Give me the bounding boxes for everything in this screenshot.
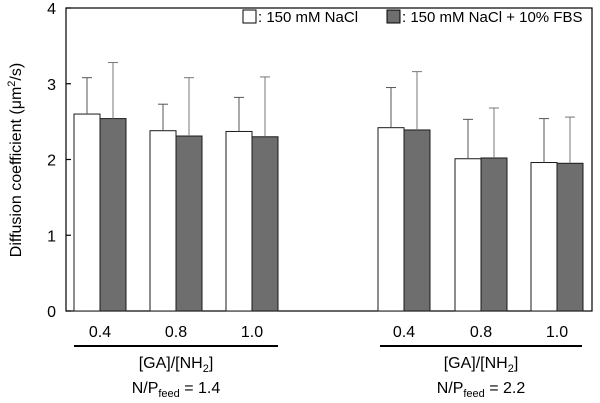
group-axis-label-tail: ] — [514, 355, 518, 372]
group-axis-label-main: [GA]/[NH — [139, 355, 203, 372]
bar-nacl — [377, 127, 405, 312]
legend-swatch-nacl — [242, 9, 257, 24]
legend: : 150 mM NaCl : 150 mM NaCl + 10% FBS — [242, 9, 582, 26]
legend-label-nacl: : 150 mM NaCl — [258, 9, 358, 26]
bar-nacl-fbs — [556, 162, 584, 312]
group-axis-label-tail: ] — [209, 355, 213, 372]
bar-nacl — [530, 162, 558, 312]
x-tick-label: 1.0 — [241, 324, 263, 341]
group-feed-label-tail: = 2.2 — [485, 380, 526, 397]
group-feed-label: N/Pfeed = 1.4 — [132, 380, 221, 400]
group-axis-label-sub: 2 — [508, 363, 514, 375]
plot-frame — [65, 7, 593, 312]
x-tick-label: 0.4 — [393, 324, 415, 341]
bar-nacl — [225, 130, 253, 312]
x-tick-label: 0.4 — [89, 324, 111, 341]
plot-area: 0 1 2 3 4 — [47, 1, 593, 321]
y-axis-title: Diffusion coefficient (μm2/s) — [6, 63, 25, 257]
y-axis-title-sup: 2 — [6, 81, 18, 87]
group-axis-label-sub: 2 — [203, 363, 209, 375]
x-tick-label: 1.0 — [546, 324, 568, 341]
bar-nacl — [73, 113, 101, 312]
bar-nacl-fbs — [251, 136, 279, 312]
group-axis-label: [GA]/[NH2] — [139, 355, 214, 375]
bar-nacl — [454, 158, 482, 312]
group-feed-label-sub: feed — [158, 388, 179, 400]
group-axis-label-main: [GA]/[NH — [444, 355, 508, 372]
y-tick-label: 3 — [47, 77, 56, 94]
y-tick-label: 4 — [47, 1, 56, 18]
group-feed-label-sub: feed — [463, 388, 484, 400]
legend-swatch-nacl-fbs — [386, 9, 401, 24]
y-tick-label: 2 — [47, 153, 56, 170]
y-tick-label: 1 — [47, 228, 56, 245]
x-tick-label: 0.8 — [165, 324, 187, 341]
bar-nacl — [149, 130, 177, 312]
y-axis-title-tail: /s) — [8, 63, 25, 81]
group-feed-label-tail: = 1.4 — [180, 380, 221, 397]
y-tick-label: 0 — [47, 304, 56, 321]
group-axis-label: [GA]/[NH2] — [444, 355, 519, 375]
bar-nacl-fbs — [403, 129, 431, 312]
bar-nacl-fbs — [99, 118, 127, 312]
x-tick-label: 0.8 — [470, 324, 492, 341]
group-feed-label: N/Pfeed = 2.2 — [437, 380, 526, 400]
bar-nacl-fbs — [480, 157, 508, 312]
group-feed-label-main: N/P — [132, 380, 159, 397]
axis-labels: Diffusion coefficient (μm2/s)0.4 0.8 1.0[G… — [6, 63, 582, 400]
legend-label-nacl-fbs: : 150 mM NaCl + 10% FBS — [402, 9, 582, 26]
y-axis-title-main: Diffusion coefficient (μm — [8, 87, 25, 257]
group-feed-label-main: N/P — [437, 380, 464, 397]
bar-nacl-fbs — [175, 135, 203, 312]
